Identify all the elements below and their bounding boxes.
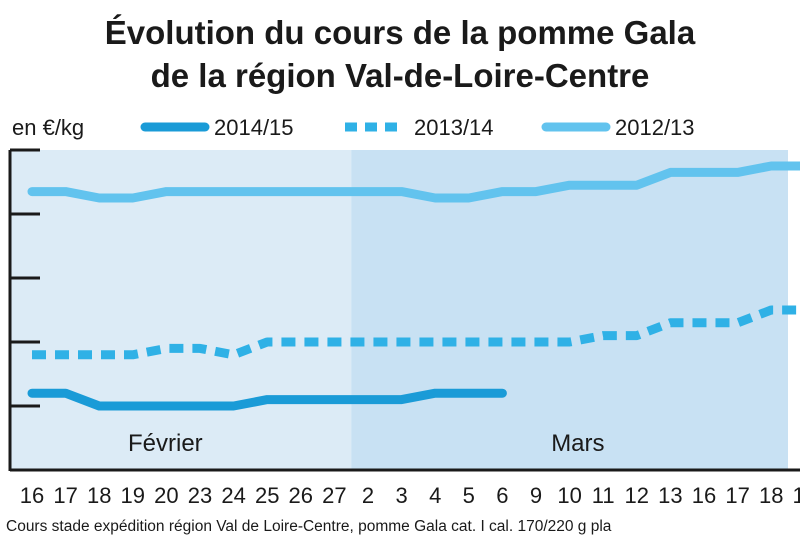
x-tick-label: 4 xyxy=(429,483,441,508)
source-note: Cours stade expédition région Val de Loi… xyxy=(6,518,612,535)
x-tick-label: 6 xyxy=(496,483,508,508)
x-tick-label: 18 xyxy=(759,483,783,508)
series-line-2014-15 xyxy=(27,388,507,411)
month-band-2 xyxy=(351,150,788,470)
chart-title: Évolution du cours de la pomme Gala xyxy=(105,14,696,51)
x-tick-label: 26 xyxy=(289,483,313,508)
x-tick-label: 17 xyxy=(725,483,749,508)
x-tick-label: 16 xyxy=(692,483,716,508)
x-tick-label: 20 xyxy=(154,483,178,508)
x-tick-label: 16 xyxy=(20,483,44,508)
legend: 2014/15 2013/14 2012/13 xyxy=(140,115,695,140)
x-tick-label: 5 xyxy=(463,483,475,508)
series-layer xyxy=(27,161,800,411)
x-tick-label: 9 xyxy=(530,483,542,508)
series-line-2012-13 xyxy=(27,161,800,203)
x-tick-labels: 16 17 18 19 20 23 24 25 26 27 2 3 4 5 6 9 10 11 12 13 16 17 18… xyxy=(20,483,800,508)
month-label: Février xyxy=(128,430,203,457)
x-tick-label: 25 xyxy=(255,483,279,508)
plot-background xyxy=(10,150,788,470)
x-tick-label: 23 xyxy=(188,483,212,508)
x-tick-label: 27 xyxy=(322,483,346,508)
x-tick-label: 3 xyxy=(395,483,407,508)
x-tick-label: 19 xyxy=(121,483,145,508)
x-tick-label: 19 xyxy=(793,483,800,508)
legend-label: 2013/14 xyxy=(414,115,494,140)
x-tick-label: 11 xyxy=(592,483,615,508)
series-line-2013-14 xyxy=(32,305,800,360)
x-tick-label: 13 xyxy=(658,483,682,508)
legend-label: 2012/13 xyxy=(615,115,695,140)
chart-subtitle: de la région Val-de-Loire-Centre xyxy=(151,57,650,94)
x-tick-label: 18 xyxy=(87,483,111,508)
axes xyxy=(8,148,800,472)
y-axis-label: en €/kg xyxy=(12,115,84,140)
x-tick-label: 10 xyxy=(557,483,581,508)
legend-label: 2014/15 xyxy=(214,115,294,140)
x-tick-label: 24 xyxy=(221,483,245,508)
x-tick-label: 12 xyxy=(625,483,649,508)
month-labels: Février Mars xyxy=(128,430,605,457)
x-tick-label: 2 xyxy=(362,483,374,508)
month-label: Mars xyxy=(551,430,604,457)
month-band-1 xyxy=(10,150,352,470)
x-tick-label: 17 xyxy=(53,483,77,508)
